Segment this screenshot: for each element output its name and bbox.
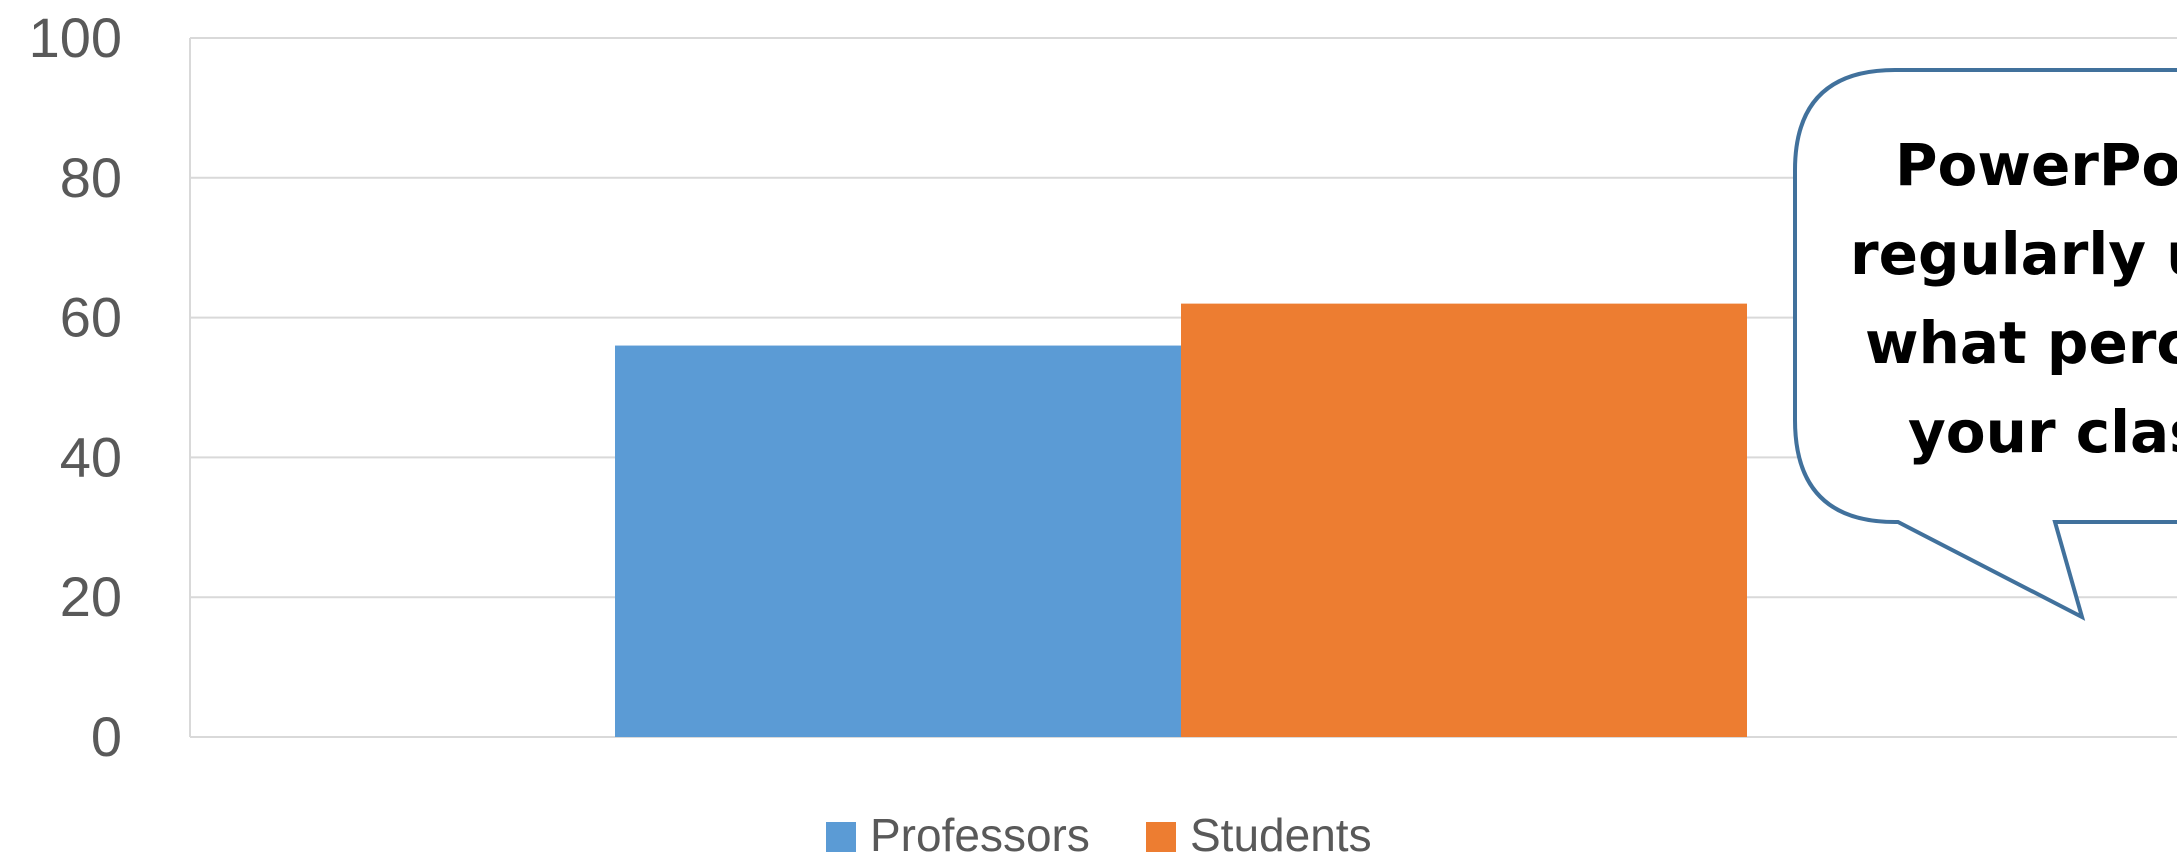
callout-line-1: PowerPoi: [1895, 131, 2177, 199]
legend-label-professors: Professors: [870, 809, 1090, 861]
callout-shape: [1793, 68, 2177, 621]
y-tick-label: 0: [91, 705, 122, 768]
y-tick-label: 40: [60, 425, 122, 488]
y-tick-label: 80: [60, 146, 122, 209]
callout-line-4: your clas: [1908, 398, 2177, 466]
y-tick-label: 20: [60, 565, 122, 628]
legend-swatch-professors: [826, 822, 856, 852]
legend-label-students: Students: [1190, 809, 1372, 861]
y-tick-label: 100: [29, 6, 122, 69]
y-tick-label: 60: [60, 286, 122, 349]
callout-line-2: regularly u: [1850, 220, 2177, 288]
legend: Professors Students: [826, 809, 1372, 861]
y-axis-tick-labels: 0 20 40 60 80 100: [29, 6, 122, 768]
bar-students: [1181, 303, 1747, 737]
legend-swatch-students: [1146, 822, 1176, 852]
callout-line-3: what perce: [1865, 309, 2177, 377]
callout-bubble: PowerPoi regularly u what perce your cla…: [1793, 68, 2177, 621]
bars: [615, 303, 1747, 737]
bar-professors: [615, 345, 1181, 737]
